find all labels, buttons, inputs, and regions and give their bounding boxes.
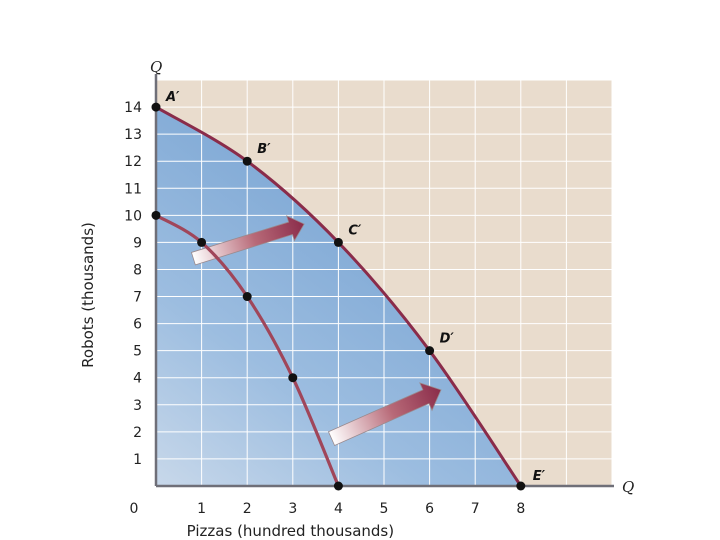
shift-arrow-shape [327, 382, 442, 447]
series-0-point [151, 210, 161, 220]
series-0-point [242, 292, 252, 302]
series-0-curve [154, 213, 340, 488]
x-tick-label: 7 [471, 501, 480, 517]
x-tick-label: 0 [130, 501, 139, 517]
x-tick-label: 1 [197, 501, 206, 517]
point-label: C′ [348, 223, 362, 238]
point-label: B′ [257, 142, 271, 157]
y-tick-label: 2 [133, 425, 142, 441]
series-0-point [333, 481, 343, 491]
x-axis-quantity-label: Q [622, 478, 634, 496]
y-tick-label: 14 [124, 100, 142, 116]
x-tick-label: 4 [334, 501, 343, 517]
y-tick-label: 6 [133, 317, 142, 333]
point-label: A′ [165, 90, 180, 105]
x-tick-label: 2 [243, 501, 252, 517]
y-tick-label: 1 [133, 452, 142, 468]
series-1-point [425, 346, 435, 356]
series-1-point [242, 156, 252, 166]
series [151, 102, 526, 491]
y-tick-label: 13 [124, 127, 142, 143]
shift-arrow-shape [190, 215, 305, 266]
series-1-point [333, 237, 343, 247]
series-0-point [197, 237, 207, 247]
point-labels: A′ B′ C′ D′ E′ [165, 90, 546, 484]
axes [154, 74, 614, 488]
lower-shift-arrow [327, 382, 442, 447]
y-tick-label: 8 [133, 262, 142, 278]
x-tick-label: 5 [380, 501, 389, 517]
x-tick-label: 3 [288, 501, 297, 517]
x-tick-label: 8 [516, 501, 525, 517]
y-axis-quantity-label: Q [150, 58, 162, 76]
point-label: D′ [440, 332, 455, 347]
upper-shift-arrow [190, 215, 305, 266]
y-tick-label: 9 [133, 235, 142, 251]
x-tick-label: 6 [425, 501, 434, 517]
y-tick-label: 11 [124, 181, 142, 197]
y-tick-label: 12 [124, 154, 142, 170]
y-tick-label: 4 [133, 371, 142, 387]
y-tick-label: 7 [133, 290, 142, 306]
x-axis-title: Pizzas (hundred thousands) [187, 522, 394, 540]
y-tick-label: 10 [124, 208, 142, 224]
series-1-point [151, 102, 161, 112]
point-label: E′ [533, 469, 546, 484]
series-1-point [516, 481, 526, 491]
y-tick-label: 5 [133, 344, 142, 360]
shift-arrows [190, 215, 442, 447]
y-axis-title: Robots (thousands) [79, 222, 97, 368]
y-tick-label: 3 [133, 398, 142, 414]
series-0-point [288, 373, 298, 383]
